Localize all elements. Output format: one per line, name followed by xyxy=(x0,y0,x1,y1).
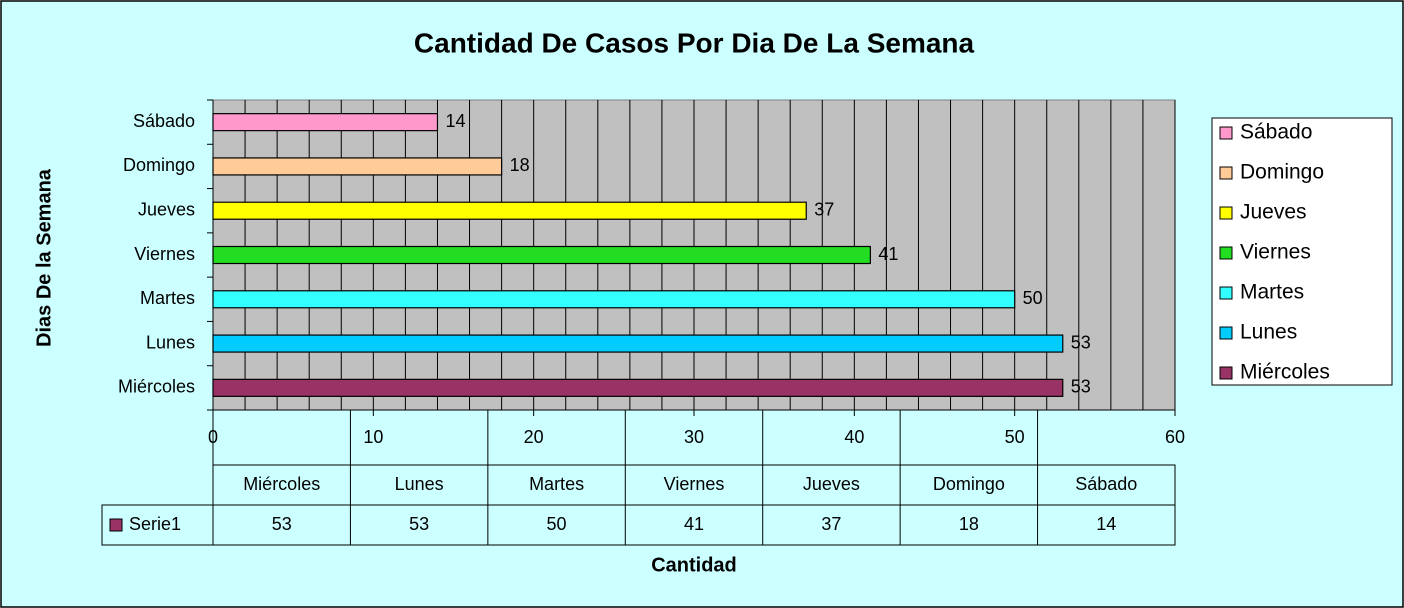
table-header-cell: Miércoles xyxy=(243,474,320,494)
legend-swatch xyxy=(1219,366,1233,380)
table-value-cell: 37 xyxy=(821,514,841,534)
table-value-cell: 41 xyxy=(684,514,704,534)
bar xyxy=(212,378,1064,397)
table-data-row xyxy=(101,504,1176,546)
y-tick-label: Sábado xyxy=(133,111,195,131)
data-label: 50 xyxy=(1023,288,1043,308)
y-tick-label: Miércoles xyxy=(118,377,195,397)
legend-swatch xyxy=(1219,206,1233,220)
table-header-cell: Jueves xyxy=(803,474,860,494)
x-tick-label: 60 xyxy=(1165,427,1185,447)
bar xyxy=(212,334,1064,353)
table-header-cell: Viernes xyxy=(664,474,725,494)
table-value-cell: 50 xyxy=(547,514,567,534)
x-tick-label: 10 xyxy=(363,427,383,447)
chart-title: Cantidad De Casos Por Dia De La Semana xyxy=(414,27,975,58)
table-header-cell: Martes xyxy=(529,474,584,494)
legend-label: Miércoles xyxy=(1240,361,1330,384)
x-tick-label: 40 xyxy=(844,427,864,447)
bar xyxy=(212,113,439,132)
y-tick-label: Domingo xyxy=(123,155,195,175)
table-series-name: Serie1 xyxy=(129,514,181,534)
table-value-cell: 53 xyxy=(272,514,292,534)
legend-box xyxy=(1211,117,1393,386)
data-label: 41 xyxy=(878,244,898,264)
table-header-cell: Domingo xyxy=(933,474,1005,494)
bar xyxy=(212,245,871,265)
y-tick-label: Lunes xyxy=(146,332,195,352)
table-value-cell: 14 xyxy=(1096,514,1116,534)
legend-label: Sábado xyxy=(1240,121,1312,144)
data-label: 18 xyxy=(510,155,530,175)
data-label: 53 xyxy=(1071,332,1091,352)
table-header-cell: Lunes xyxy=(395,474,444,494)
legend-swatch xyxy=(1219,126,1233,140)
table-value-cell: 18 xyxy=(959,514,979,534)
x-tick-label: 30 xyxy=(684,427,704,447)
data-label: 14 xyxy=(445,111,465,131)
table-header-cell: Sábado xyxy=(1075,474,1137,494)
legend-swatch xyxy=(1219,246,1233,260)
y-tick-label: Viernes xyxy=(134,244,195,264)
y-tick-label: Martes xyxy=(140,288,195,308)
legend-label: Jueves xyxy=(1240,201,1307,224)
table-value-cell: 53 xyxy=(409,514,429,534)
y-axis-label: Dias De la Semana xyxy=(33,168,55,347)
legend-label: Martes xyxy=(1240,281,1304,304)
table-legend-key xyxy=(109,518,123,532)
legend-label: Viernes xyxy=(1240,241,1311,264)
x-tick-label: 50 xyxy=(1005,427,1025,447)
x-axis-label: Cantidad xyxy=(651,554,737,576)
legend-label: Lunes xyxy=(1240,321,1297,344)
data-label: 53 xyxy=(1071,377,1091,397)
legend-swatch xyxy=(1219,286,1233,300)
legend-swatch xyxy=(1219,326,1233,340)
legend-swatch xyxy=(1219,166,1233,180)
legend-label: Domingo xyxy=(1240,161,1324,184)
bar xyxy=(212,157,503,176)
data-label: 37 xyxy=(814,199,834,219)
bar xyxy=(212,290,1016,309)
bar xyxy=(212,201,807,220)
x-tick-label: 20 xyxy=(524,427,544,447)
y-tick-label: Jueves xyxy=(138,199,195,219)
